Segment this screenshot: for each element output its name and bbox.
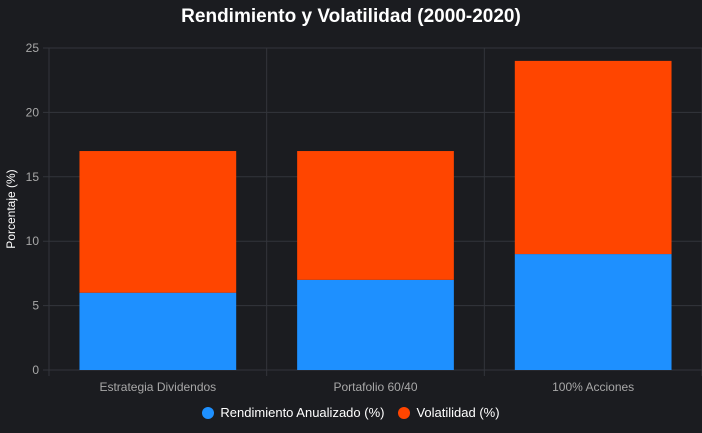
x-tick-label: 100% Acciones [552, 380, 634, 394]
y-tick-label: 25 [26, 41, 40, 55]
bar-rendimiento [514, 254, 672, 370]
legend: Rendimiento Anualizado (%) Volatilidad (… [0, 405, 702, 420]
legend-swatch-rendimiento [202, 406, 215, 419]
y-axis-title: Porcentaje (%) [4, 169, 18, 248]
y-tick-label: 10 [26, 234, 40, 248]
bar-volatilidad [297, 151, 454, 280]
bar-volatilidad [514, 60, 672, 255]
x-tick-label: Portafolio 60/40 [333, 380, 417, 394]
bar-volatilidad [79, 151, 237, 293]
bar-rendimiento [79, 292, 237, 370]
legend-label-rendimiento: Rendimiento Anualizado (%) [220, 405, 385, 420]
y-tick-label: 20 [26, 105, 40, 119]
y-tick-label: 5 [32, 299, 39, 313]
x-tick-label: Estrategia Dividendos [99, 380, 216, 394]
chart-title: Rendimiento y Volatilidad (2000-2020) [181, 6, 521, 27]
bar-rendimiento [297, 279, 454, 370]
y-tick-label: 15 [26, 170, 40, 184]
legend-swatch-volatilidad [398, 406, 411, 419]
legend-item-volatilidad[interactable]: Volatilidad (%) [398, 405, 500, 420]
legend-item-rendimiento[interactable]: Rendimiento Anualizado (%) [202, 405, 384, 420]
y-tick-label: 0 [32, 363, 39, 377]
legend-label-volatilidad: Volatilidad (%) [416, 405, 500, 420]
